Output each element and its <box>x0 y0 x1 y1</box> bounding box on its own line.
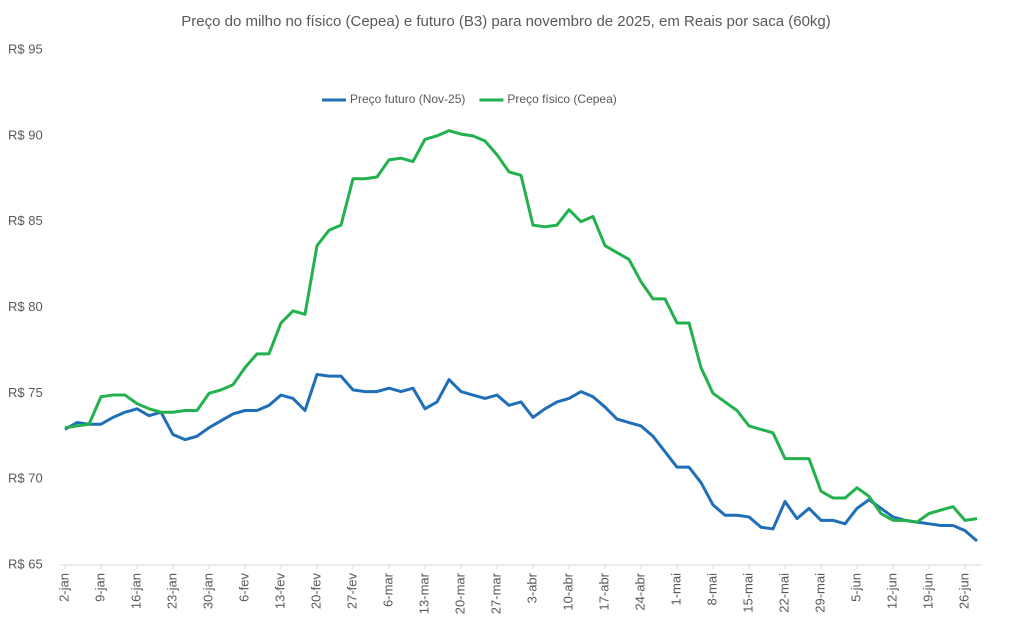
y-tick-label: R$ 80 <box>8 299 43 314</box>
y-tick-label: R$ 90 <box>8 127 43 142</box>
y-tick-label: R$ 70 <box>8 471 43 486</box>
x-tick-label: 29-mai <box>812 573 827 613</box>
x-tick-label: 22-mai <box>776 573 791 613</box>
y-tick-label: R$ 75 <box>8 385 43 400</box>
x-tick-label: 6-mar <box>380 572 395 607</box>
x-tick-label: 9-jan <box>92 573 107 602</box>
x-tick-label: 20-mar <box>452 572 467 614</box>
x-tick-label: 5-jun <box>848 573 863 602</box>
y-tick-label: R$ 85 <box>8 213 43 228</box>
x-tick-label: 27-mar <box>488 572 503 614</box>
line-series <box>64 129 978 524</box>
x-tick-label: 8-mai <box>704 573 719 606</box>
legend-label: Preço físico (Cepea) <box>507 92 616 106</box>
x-tick-label: 16-jan <box>128 573 143 609</box>
x-tick-label: 19-jun <box>920 573 935 609</box>
x-tick-label: 1-mai <box>668 573 683 606</box>
x-tick-label: 13-fev <box>272 573 287 610</box>
x-tick-label: 27-fev <box>344 573 359 610</box>
x-tick-label: 20-fev <box>308 573 323 610</box>
x-tick-label: 15-mai <box>740 573 755 613</box>
y-tick-label: R$ 95 <box>8 41 43 56</box>
x-tick-label: 10-abr <box>560 572 575 610</box>
legend-label: Preço futuro (Nov-25) <box>350 92 465 106</box>
x-tick-label: 30-jan <box>200 573 215 609</box>
x-tick-label: 23-jan <box>164 573 179 609</box>
chart-title: Preço do milho no físico (Cepea) e futur… <box>181 13 831 30</box>
x-tick-label: 24-abr <box>632 572 647 610</box>
x-tick-label: 3-abr <box>524 572 539 603</box>
x-tick-label: 6-fev <box>236 573 251 602</box>
x-tick-label: 26-jun <box>956 573 971 609</box>
y-tick-label: R$ 65 <box>8 556 43 571</box>
line-series <box>64 372 978 543</box>
x-tick-label: 2-jan <box>56 573 71 602</box>
x-tick-label: 13-mar <box>416 572 431 614</box>
x-tick-label: 17-abr <box>596 572 611 610</box>
x-tick-label: 12-jun <box>884 573 899 609</box>
